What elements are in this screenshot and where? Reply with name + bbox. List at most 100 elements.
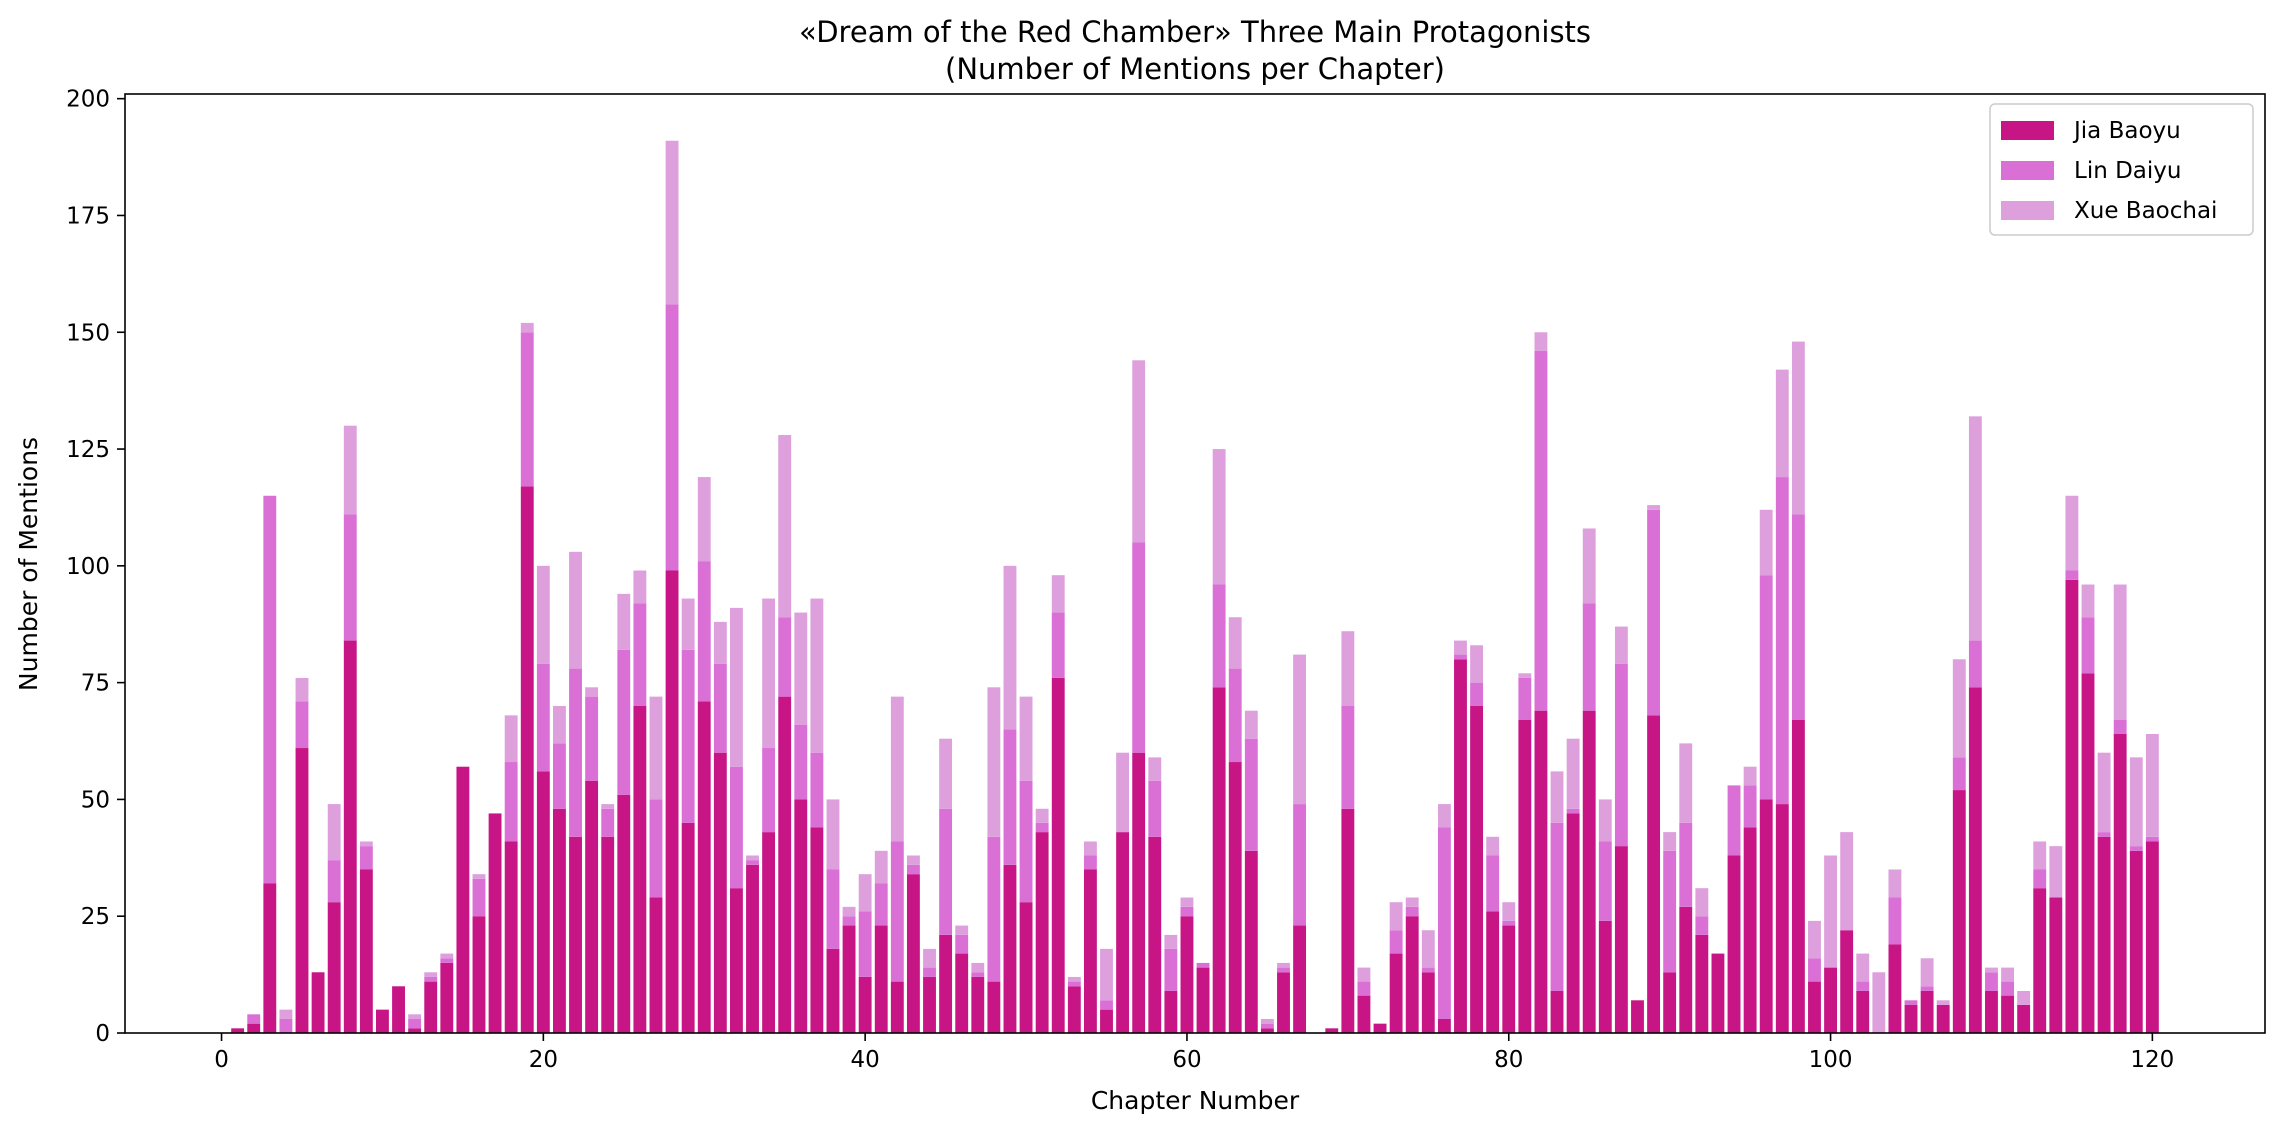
bar-1-99 [1808, 981, 1821, 1033]
y-tick-label: 150 [66, 320, 110, 346]
bar-2-90 [1663, 850, 1677, 973]
bar-3-59 [1164, 934, 1178, 949]
bar-3-23 [585, 687, 599, 697]
bar-1-102 [1856, 990, 1870, 1033]
bar-3-28 [665, 140, 679, 305]
bar-3-70 [1341, 631, 1355, 706]
bar-1-98 [1791, 720, 1805, 1033]
bar-2-108 [1952, 757, 1966, 791]
legend-swatch [2001, 121, 2054, 140]
bar-3-14 [440, 953, 454, 959]
bar-3-58 [1148, 757, 1162, 781]
bar-1-42 [890, 981, 904, 1033]
bar-2-97 [1775, 477, 1789, 805]
bar-1-86 [1598, 920, 1612, 1033]
bar-1-28 [665, 570, 679, 1033]
bar-1-62 [1212, 687, 1226, 1033]
bar-3-51 [1035, 808, 1049, 823]
bar-1-118 [2113, 734, 2127, 1033]
bar-1-39 [842, 925, 856, 1033]
bar-1-47 [971, 976, 985, 1033]
bar-1-76 [1437, 1018, 1451, 1033]
bar-2-34 [762, 748, 776, 833]
bar-1-10 [376, 1009, 389, 1033]
bar-1-65 [1260, 1028, 1274, 1033]
bar-1-94 [1727, 855, 1741, 1033]
bar-2-24 [601, 808, 615, 837]
bar-2-13 [424, 976, 438, 982]
bar-1-48 [987, 981, 1001, 1033]
bar-3-83 [1550, 771, 1564, 823]
bar-2-67 [1293, 804, 1307, 926]
bar-3-32 [729, 607, 743, 767]
bar-1-107 [1936, 1004, 1950, 1033]
bar-1-2 [247, 1023, 261, 1033]
bar-3-113 [2033, 841, 2047, 870]
bar-1-18 [504, 841, 518, 1033]
bar-3-79 [1486, 836, 1500, 856]
bar-1-80 [1502, 925, 1516, 1033]
bar-1-114 [2049, 897, 2063, 1033]
bar-2-40 [858, 911, 872, 977]
bar-3-20 [536, 565, 550, 664]
legend-entry: Jia Baoyu [2072, 118, 2181, 144]
bar-2-80 [1502, 920, 1516, 926]
bar-3-106 [1920, 958, 1934, 987]
bar-2-23 [585, 696, 599, 781]
bar-3-71 [1357, 967, 1371, 982]
bar-2-115 [2065, 570, 2079, 580]
bar-1-111 [2001, 995, 2014, 1033]
series-1 [231, 486, 2159, 1033]
bar-1-59 [1164, 990, 1178, 1033]
bar-3-25 [617, 593, 631, 650]
y-tick-label: 100 [66, 554, 110, 580]
bar-1-9 [359, 869, 373, 1033]
bar-3-27 [649, 696, 663, 800]
bar-1-75 [1421, 972, 1435, 1033]
bar-1-101 [1840, 930, 1854, 1033]
bar-2-60 [1180, 906, 1194, 917]
bar-3-42 [890, 696, 904, 842]
bar-1-61 [1196, 967, 1210, 1033]
bar-2-77 [1454, 654, 1467, 660]
bar-2-51 [1035, 822, 1049, 833]
bar-2-8 [343, 514, 357, 641]
bar-3-62 [1212, 449, 1226, 585]
bar-2-116 [2081, 617, 2095, 674]
bar-1-1 [231, 1028, 245, 1033]
bar-3-108 [1952, 659, 1966, 758]
bar-2-33 [746, 860, 759, 865]
bar-2-39 [842, 916, 856, 926]
bar-3-5 [295, 677, 309, 702]
bar-2-76 [1437, 827, 1451, 1019]
bar-3-38 [826, 799, 840, 870]
bar-1-87 [1614, 846, 1628, 1033]
series-3 [279, 140, 2159, 1033]
bar-3-74 [1405, 897, 1419, 907]
bar-3-30 [697, 477, 711, 562]
x-tick-label: 80 [1494, 1047, 1523, 1073]
x-tick-label: 0 [214, 1047, 229, 1073]
bar-3-67 [1293, 654, 1307, 805]
bar-2-52 [1051, 612, 1065, 678]
chart-title-line-2: (Number of Mentions per Chapter) [945, 52, 1445, 86]
bar-1-6 [311, 972, 325, 1033]
bar-3-35 [778, 435, 792, 618]
bar-3-81 [1518, 673, 1532, 678]
bar-1-5 [295, 748, 309, 1033]
bar-2-25 [617, 649, 631, 795]
bar-1-96 [1759, 799, 1773, 1033]
bar-1-19 [520, 486, 534, 1033]
bar-2-106 [1920, 986, 1934, 991]
bar-1-70 [1341, 808, 1355, 1033]
bar-3-100 [1824, 855, 1837, 968]
bar-3-49 [1003, 565, 1017, 730]
bar-1-82 [1534, 710, 1548, 1033]
bar-2-66 [1277, 967, 1290, 973]
bar-3-90 [1663, 832, 1677, 851]
bar-3-45 [939, 738, 953, 809]
bar-2-99 [1808, 958, 1821, 982]
bars [231, 140, 2159, 1033]
bar-2-113 [2033, 869, 2047, 889]
bar-3-26 [633, 570, 647, 604]
